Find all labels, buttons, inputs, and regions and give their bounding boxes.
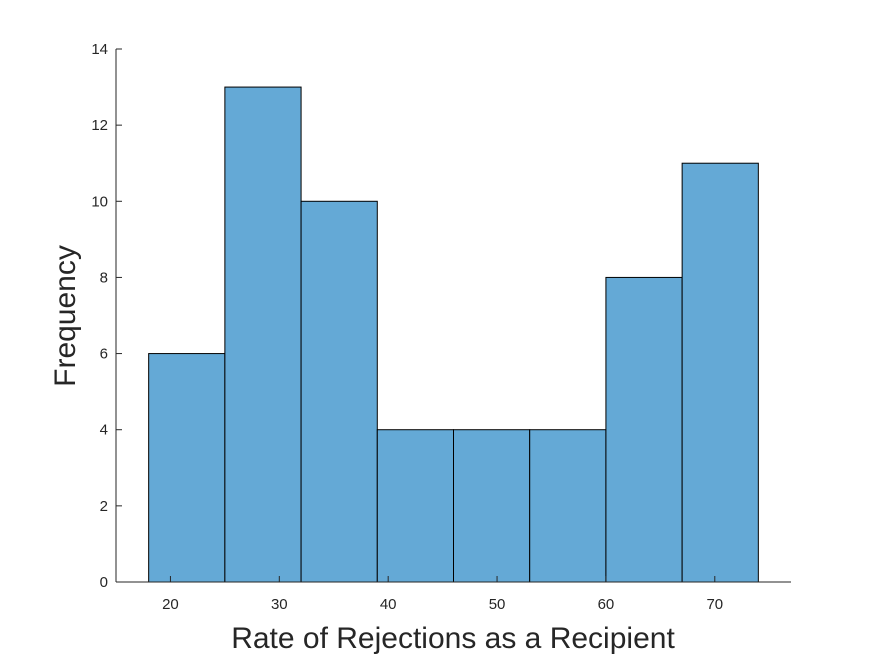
y-tick-label: 10 [91,193,108,210]
x-tick-label: 20 [162,596,179,613]
histogram-bar [529,429,607,583]
y-tick-label: 2 [100,498,108,515]
x-tick-label: 70 [706,596,723,613]
axes-group [115,49,791,583]
histogram-bar [300,200,378,583]
y-tick-label: 8 [100,269,108,286]
x-tick-label: 60 [598,596,615,613]
y-tick-label: 4 [100,422,108,439]
histogram-bar [376,429,454,583]
bars-group [148,86,759,583]
y-tick-label: 14 [91,41,108,58]
x-tick-label: 40 [380,596,397,613]
x-tick-label: 30 [271,596,288,613]
y-tick-label: 12 [91,117,108,134]
histogram-bar [681,162,759,583]
histogram-bar [148,353,226,583]
y-axis-title: Frequency [49,245,82,387]
y-ticks-group: 0 2 4 6 8 10 12 14 [91,41,122,591]
histogram-bar [605,276,683,583]
x-tick-label: 50 [489,596,506,613]
y-tick-label: 0 [100,574,108,591]
histogram-bar [224,86,302,583]
x-axis-title: Rate of Rejections as a Recipient [231,622,675,655]
y-tick-label: 6 [100,346,108,363]
histogram-bar [453,429,531,583]
x-ticks-group: 20 30 40 50 60 70 [162,576,723,613]
